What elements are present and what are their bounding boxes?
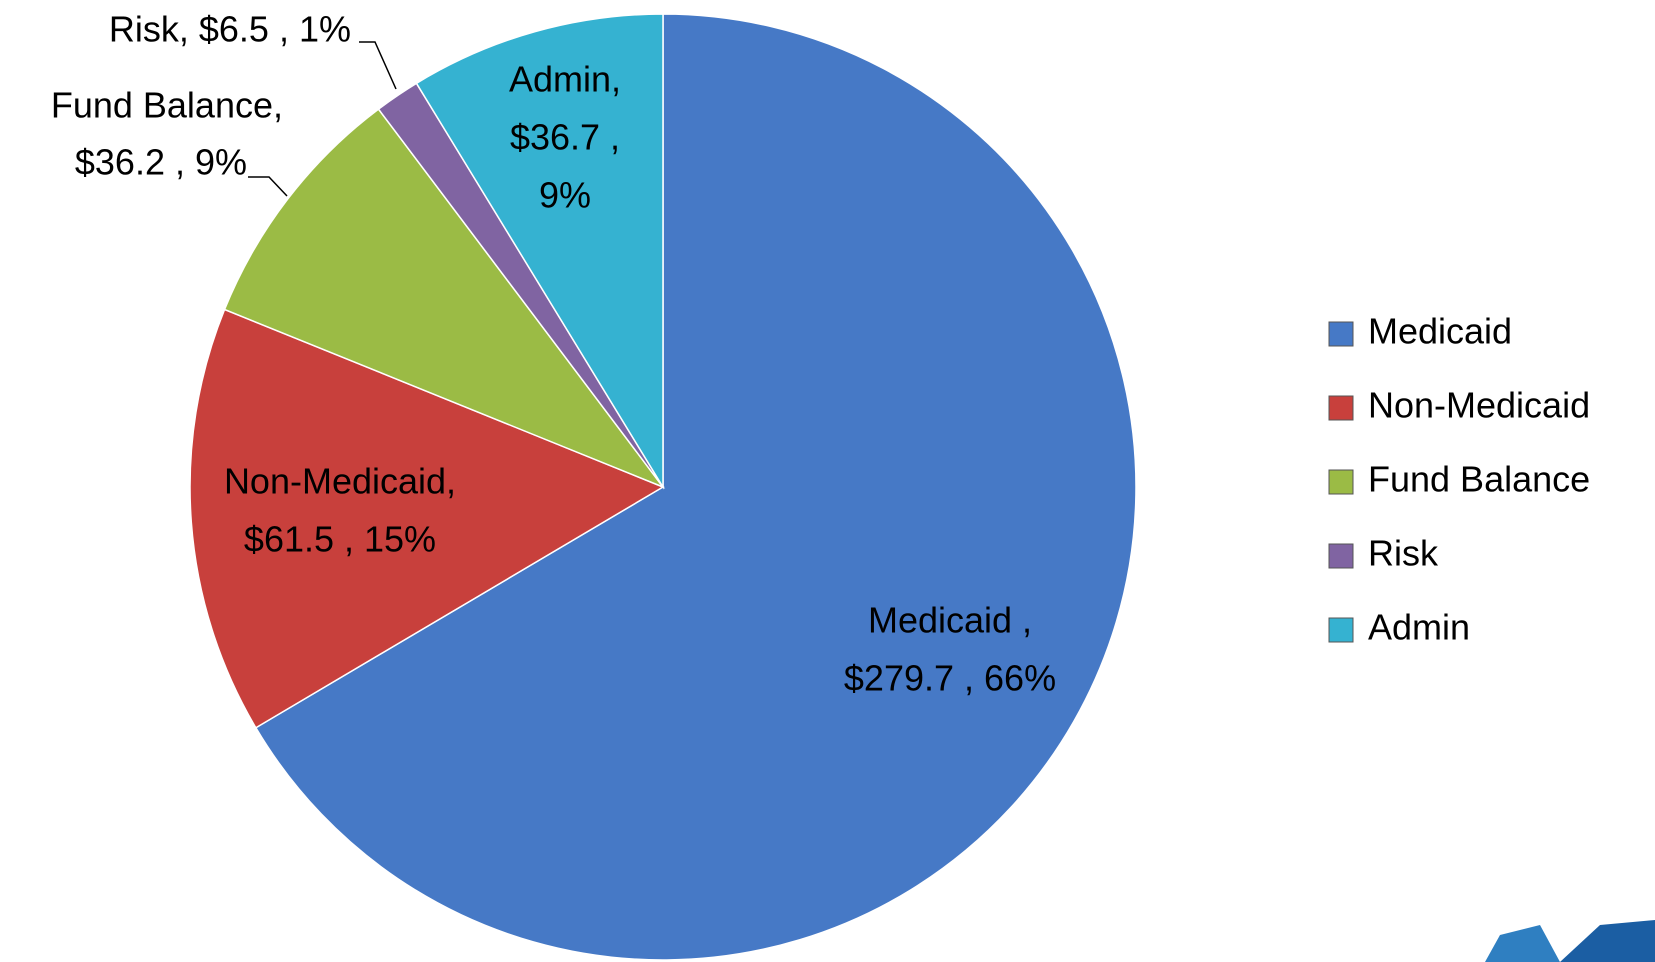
pie-slice: [189, 308, 665, 729]
data-label: $36.2 , 9%: [75, 142, 247, 183]
data-label: $279.7 , 66%: [844, 658, 1056, 699]
legend-label: Non-Medicaid: [1368, 385, 1590, 426]
legend-swatch: [1328, 469, 1354, 495]
legend-label: Fund Balance: [1368, 459, 1590, 500]
pie-slice: [223, 108, 666, 489]
data-label: Non-Medicaid,: [224, 461, 456, 502]
legend-label: Medicaid: [1368, 311, 1512, 352]
data-label: 9%: [539, 175, 591, 216]
logo: [1485, 920, 1655, 962]
legend-label: Admin: [1368, 607, 1470, 648]
pie-slice: [415, 13, 664, 490]
data-label: Risk, $6.5 , 1%: [109, 9, 351, 50]
data-label: Fund Balance,: [51, 85, 283, 126]
legend-swatch: [1328, 395, 1354, 421]
data-label: Medicaid ,: [868, 600, 1032, 641]
leader-line: [248, 176, 288, 197]
legend-swatch: [1328, 321, 1354, 347]
legend-swatch: [1328, 617, 1354, 643]
data-label: Admin,: [509, 59, 621, 100]
legend-label: Risk: [1368, 533, 1439, 574]
data-label: $36.7 ,: [510, 117, 620, 158]
leader-line: [359, 41, 397, 90]
legend-swatch: [1328, 543, 1354, 569]
data-label: $61.5 , 15%: [244, 519, 436, 560]
pie-slice: [254, 13, 1137, 961]
